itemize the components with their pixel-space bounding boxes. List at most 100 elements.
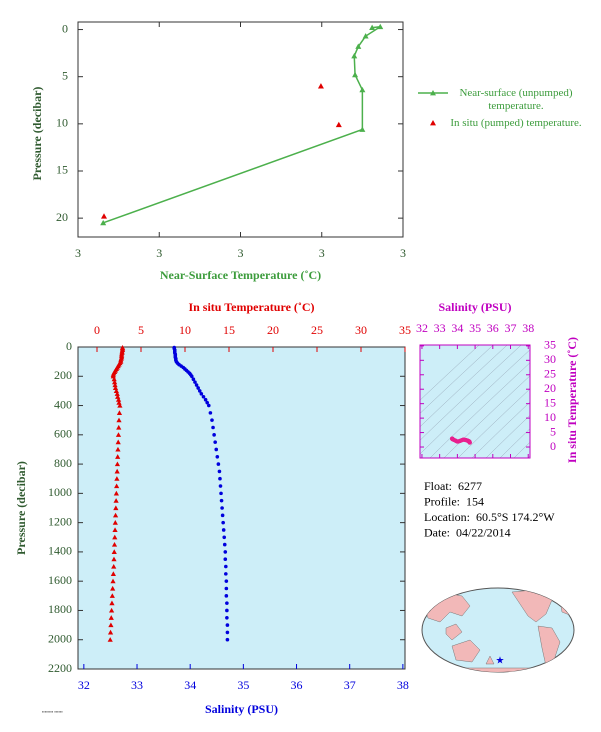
land — [485, 655, 495, 665]
point — [207, 403, 211, 408]
point — [111, 376, 117, 382]
point — [359, 86, 366, 93]
isopycnal — [513, 441, 530, 458]
info-line: Float: 6277 — [424, 479, 482, 493]
point — [108, 622, 114, 628]
x2-tick-label: 10 — [179, 323, 191, 337]
point — [201, 394, 206, 399]
x-tick-label: 3 — [319, 246, 325, 260]
point — [115, 446, 121, 452]
point — [193, 380, 197, 384]
y-tick-label: 10 — [544, 410, 556, 424]
ts-point — [467, 440, 472, 445]
y-tick-label: 15 — [56, 163, 68, 177]
point — [112, 534, 118, 540]
point — [110, 373, 116, 379]
point — [355, 43, 362, 49]
y-axis-label: In situ Temperature (˚C) — [565, 337, 579, 463]
x-tick-label: 36 — [291, 678, 303, 692]
point — [213, 440, 217, 444]
isopycnals — [420, 345, 530, 458]
info-label: Location: — [424, 510, 470, 524]
y-axis-label: Pressure (decibar) — [30, 87, 44, 181]
y-tick-label: 1400 — [48, 544, 72, 558]
point — [111, 563, 117, 569]
point — [114, 468, 120, 474]
y-tick-label: 400 — [54, 397, 72, 411]
inset-background — [420, 345, 530, 458]
point — [352, 71, 359, 78]
point — [203, 397, 208, 402]
point — [110, 571, 116, 576]
plot-frame — [77, 346, 406, 670]
point — [222, 535, 227, 540]
point — [208, 411, 213, 415]
point — [197, 389, 202, 393]
point — [194, 383, 199, 387]
x-axis-label: Near-Surface Temperature (˚C) — [160, 268, 321, 282]
x2-tick-label: 15 — [223, 323, 235, 337]
point — [362, 33, 369, 39]
point — [217, 469, 222, 474]
point — [225, 601, 229, 605]
x-tick-label: 37 — [505, 321, 517, 335]
point — [109, 607, 115, 613]
y-tick-label: 20 — [56, 210, 68, 224]
point — [191, 377, 196, 382]
x-axis-label: Salinity (PSU) — [205, 702, 278, 716]
info-label: Date: — [424, 525, 450, 539]
info-line: Date: 04/22/2014 — [424, 525, 511, 539]
point — [351, 52, 358, 59]
legend-label: In situ (pumped) temperature. — [450, 117, 582, 129]
x-tick-label: 35 — [469, 321, 481, 335]
point — [114, 476, 120, 481]
point — [116, 424, 122, 430]
point — [212, 433, 216, 437]
point — [112, 385, 119, 391]
y-tick-label: 20 — [544, 381, 556, 395]
isopycnal — [499, 428, 530, 458]
land — [451, 639, 481, 663]
point — [109, 593, 115, 598]
y-axis-label: Pressure (decibar) — [14, 461, 28, 555]
point — [112, 520, 118, 525]
point — [111, 549, 117, 554]
isopycnal — [457, 388, 530, 458]
point — [107, 629, 114, 635]
legend-entry: In situ (pumped) temperature. — [450, 117, 582, 129]
point — [317, 83, 324, 89]
isopycnal — [429, 362, 530, 458]
x-tick-label: 34 — [184, 678, 196, 692]
point — [116, 410, 123, 415]
x-tick-label: 32 — [78, 678, 90, 692]
y-tick-label: 800 — [54, 456, 72, 470]
x-tick-label: 33 — [434, 321, 446, 335]
x2-tick-label: 20 — [267, 323, 279, 337]
y-tick-label: 1000 — [48, 485, 72, 499]
isopycnal — [471, 401, 530, 458]
point — [115, 394, 121, 399]
point — [116, 417, 122, 423]
point — [114, 483, 120, 489]
x-tick-label: 3 — [400, 246, 406, 260]
y-tick-label: 15 — [544, 395, 556, 409]
y-tick-label: 0 — [62, 21, 68, 35]
y-tick-label: 1600 — [48, 573, 72, 587]
x2-tick-label: 5 — [138, 323, 144, 337]
y-tick-label: 30 — [544, 352, 556, 366]
point — [113, 505, 119, 511]
legend-entry: Near-surface (unpumped) temperature. — [459, 87, 572, 112]
x-tick-label: 34 — [451, 321, 463, 335]
point — [196, 386, 200, 390]
point — [112, 512, 119, 518]
x-tick-label: 3 — [156, 246, 162, 260]
x-tick-label: 32 — [416, 321, 428, 335]
point — [112, 382, 118, 388]
point — [224, 572, 228, 576]
point — [189, 374, 194, 379]
point — [224, 564, 228, 569]
point — [225, 615, 229, 620]
point — [210, 418, 214, 422]
x-tick-label: 38 — [397, 678, 409, 692]
point — [101, 213, 107, 219]
